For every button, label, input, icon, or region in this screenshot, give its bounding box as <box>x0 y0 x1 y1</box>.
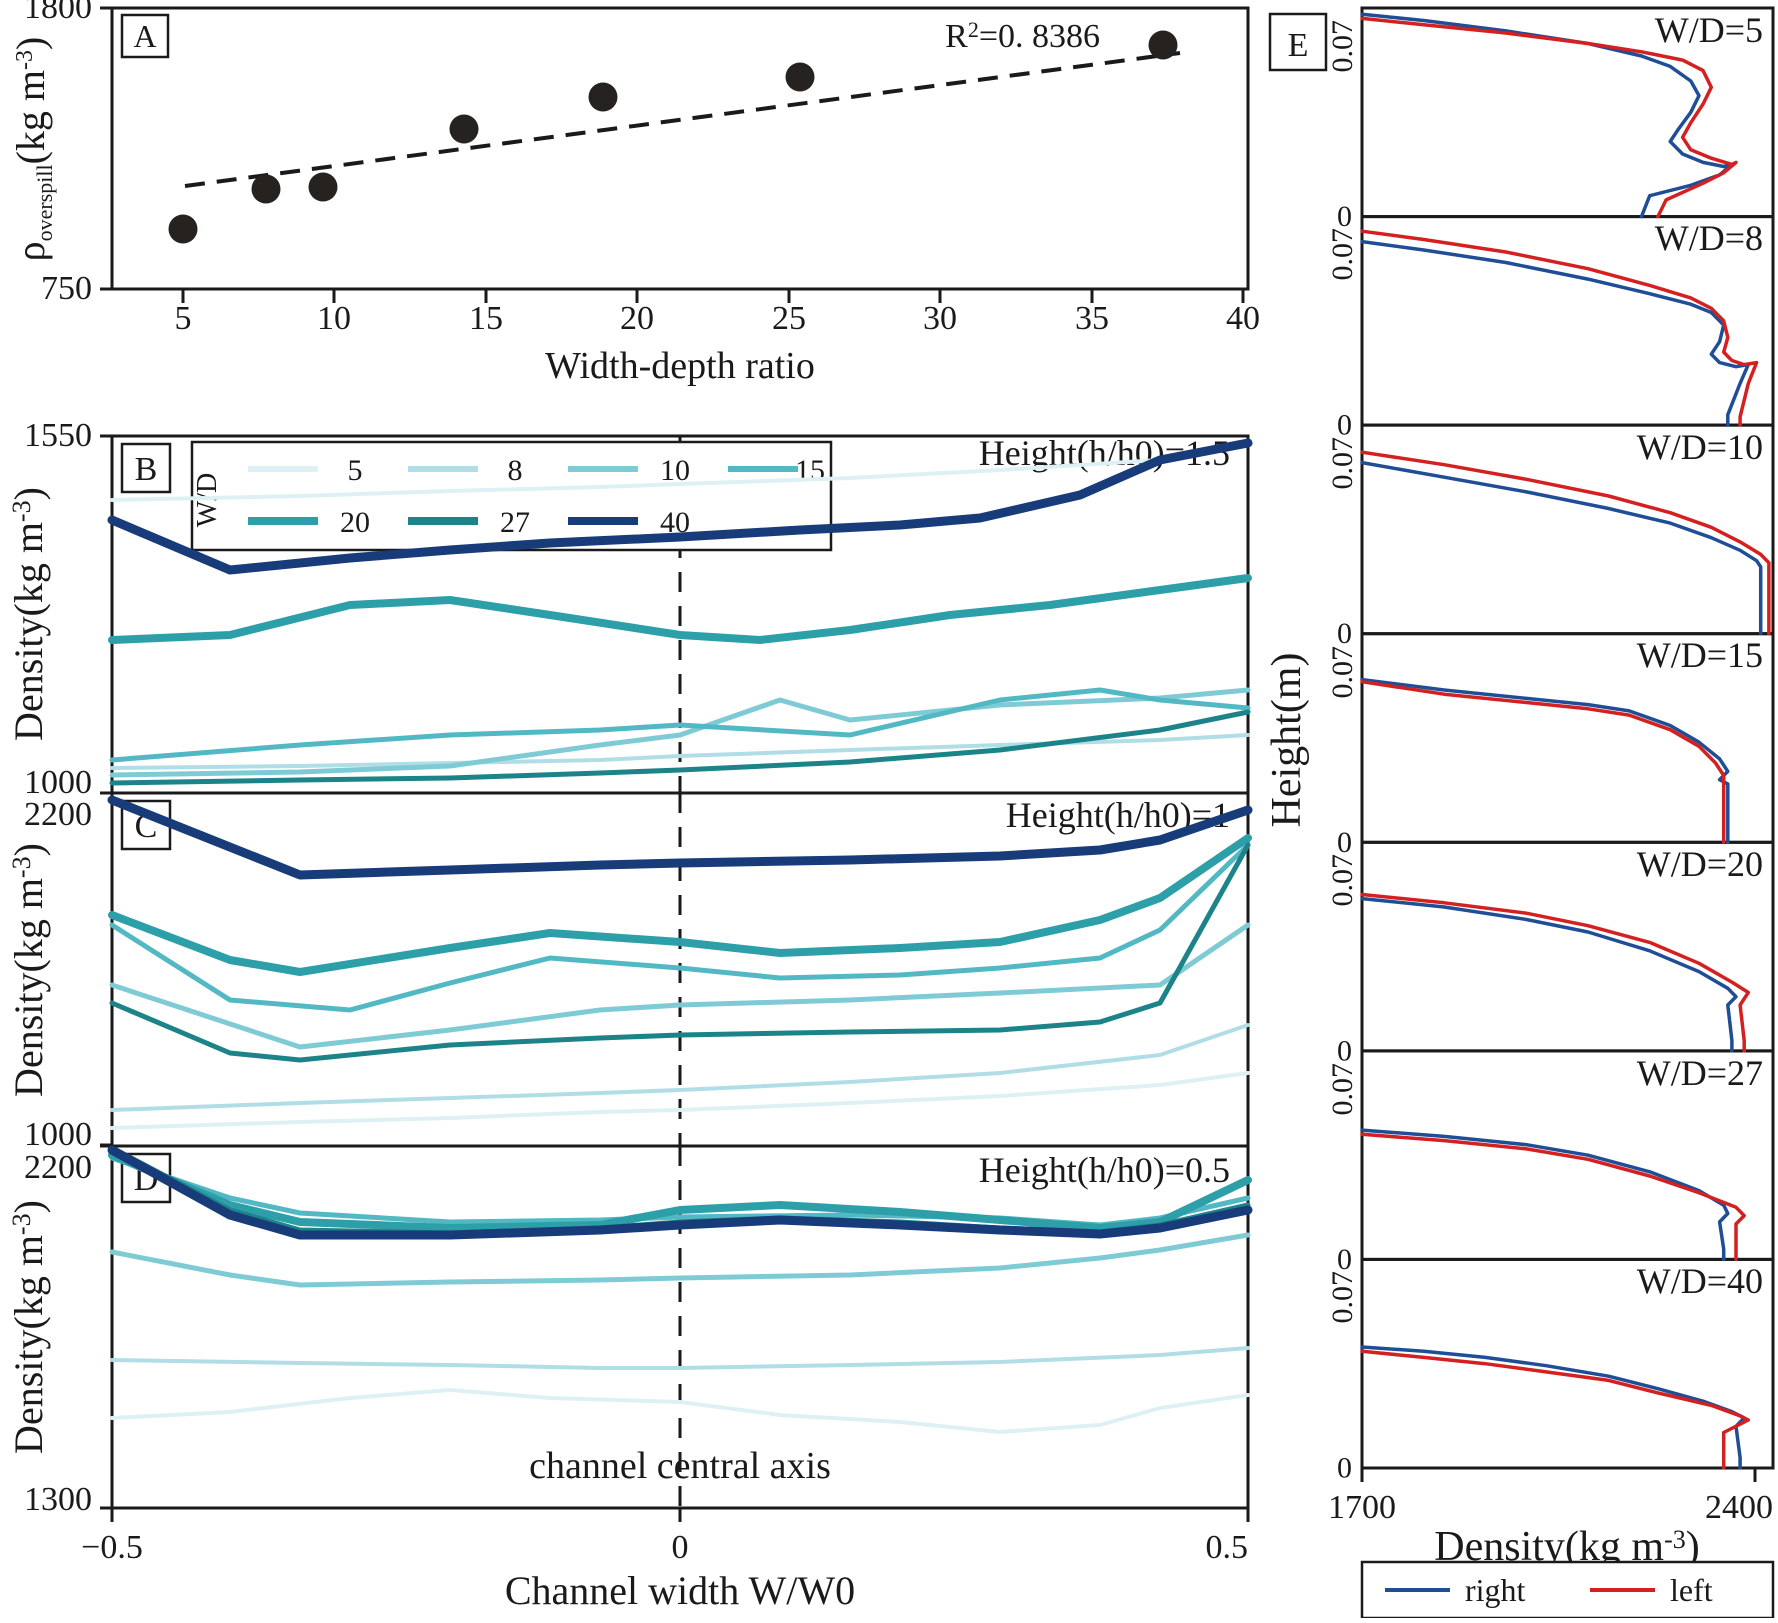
svg-text:1800: 1800 <box>24 0 92 26</box>
svg-text:W/D=40: W/D=40 <box>1637 1261 1763 1301</box>
svg-text:5: 5 <box>348 454 363 487</box>
svg-text:40: 40 <box>1226 300 1260 337</box>
svg-text:W/D=27: W/D=27 <box>1637 1053 1763 1093</box>
svg-text:25: 25 <box>772 300 806 337</box>
svg-text:1700: 1700 <box>1328 1489 1396 1526</box>
svg-text:35: 35 <box>1075 300 1109 337</box>
svg-text:B: B <box>135 451 158 488</box>
svg-text:1000: 1000 <box>24 1116 92 1153</box>
svg-text:15: 15 <box>469 300 503 337</box>
svg-text:0.5: 0.5 <box>1206 1529 1249 1566</box>
svg-text:W/D=20: W/D=20 <box>1637 844 1763 884</box>
svg-text:Density(kg m-3): Density(kg m-3) <box>6 1200 51 1454</box>
svg-text:15: 15 <box>795 454 825 487</box>
svg-text:Width-depth ratio: Width-depth ratio <box>545 345 815 387</box>
svg-text:1550: 1550 <box>24 417 92 454</box>
svg-text:right: right <box>1465 1572 1526 1608</box>
svg-text:Height(m): Height(m) <box>1264 653 1310 828</box>
svg-text:0: 0 <box>672 1529 689 1566</box>
svg-text:Density(kg m-3): Density(kg m-3) <box>6 487 51 741</box>
svg-text:0: 0 <box>1337 617 1352 650</box>
svg-text:8: 8 <box>508 454 523 487</box>
svg-text:0.07: 0.07 <box>1326 646 1359 699</box>
svg-text:0: 0 <box>1337 1034 1352 1067</box>
svg-text:0: 0 <box>1337 1243 1352 1276</box>
svg-text:−0.5: −0.5 <box>81 1529 143 1566</box>
svg-text:2400: 2400 <box>1705 1489 1773 1526</box>
svg-text:20: 20 <box>340 506 370 539</box>
svg-text:2200: 2200 <box>24 1149 92 1186</box>
svg-text:Channel width W/W0: Channel width W/W0 <box>505 1568 855 1613</box>
svg-text:30: 30 <box>923 300 957 337</box>
svg-text:channel central axis: channel central axis <box>529 1445 831 1487</box>
svg-text:750: 750 <box>41 270 92 307</box>
svg-text:W/D=5: W/D=5 <box>1655 10 1763 50</box>
svg-text:left: left <box>1670 1572 1713 1608</box>
svg-text:0.07: 0.07 <box>1326 20 1359 73</box>
svg-text:2200: 2200 <box>24 796 92 833</box>
svg-text:10: 10 <box>317 300 351 337</box>
svg-text:20: 20 <box>620 300 654 337</box>
svg-text:Density(kg m-3): Density(kg m-3) <box>6 843 51 1097</box>
svg-text:W/D=10: W/D=10 <box>1637 427 1763 467</box>
svg-text:0: 0 <box>1337 1452 1352 1485</box>
svg-text:E: E <box>1288 27 1309 64</box>
svg-text:1300: 1300 <box>24 1481 92 1518</box>
svg-text:0.07: 0.07 <box>1326 1271 1359 1324</box>
svg-text:0.07: 0.07 <box>1326 228 1359 281</box>
svg-text:A: A <box>133 18 156 54</box>
svg-text:27: 27 <box>500 506 530 539</box>
svg-text:0: 0 <box>1337 826 1352 859</box>
svg-text:W/D=15: W/D=15 <box>1637 635 1763 675</box>
svg-text:0.07: 0.07 <box>1326 437 1359 490</box>
svg-text:Height(h/h0)=0.5: Height(h/h0)=0.5 <box>979 1150 1230 1190</box>
svg-text:W/D=8: W/D=8 <box>1655 218 1763 258</box>
svg-text:5: 5 <box>175 300 192 337</box>
svg-text:0: 0 <box>1337 200 1352 233</box>
svg-text:0: 0 <box>1337 409 1352 442</box>
svg-text:0.07: 0.07 <box>1326 854 1359 907</box>
svg-text:0.07: 0.07 <box>1326 1063 1359 1116</box>
